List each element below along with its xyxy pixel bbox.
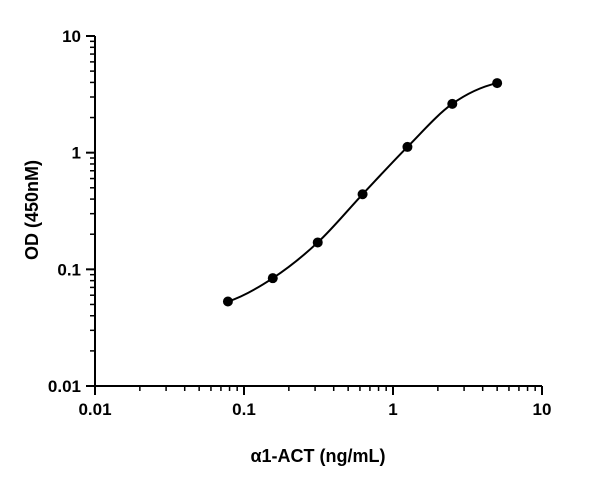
x-axis: 0.01 0.1 1 10 <box>78 385 552 419</box>
plot-area <box>222 78 503 307</box>
x-tick-label: 1 <box>388 400 397 419</box>
y-tick-label: 1 <box>72 144 81 163</box>
data-point <box>357 189 368 200</box>
data-point <box>492 78 503 89</box>
data-point <box>312 237 323 248</box>
y-tick-label: 10 <box>62 27 81 46</box>
y-axis: 0.01 0.1 1 10 <box>48 27 96 396</box>
data-point <box>267 273 278 284</box>
x-axis-title: α1-ACT (ng/mL) <box>250 446 385 466</box>
y-tick-label: 0.01 <box>48 377 81 396</box>
data-point <box>222 296 233 307</box>
x-tick-label: 0.01 <box>78 400 111 419</box>
x-tick-label: 0.1 <box>232 400 256 419</box>
data-point <box>447 98 458 109</box>
data-point <box>402 141 413 152</box>
y-axis-title: OD (450nM) <box>22 160 42 260</box>
x-tick-label: 10 <box>533 400 552 419</box>
y-tick-label: 0.1 <box>57 260 81 279</box>
